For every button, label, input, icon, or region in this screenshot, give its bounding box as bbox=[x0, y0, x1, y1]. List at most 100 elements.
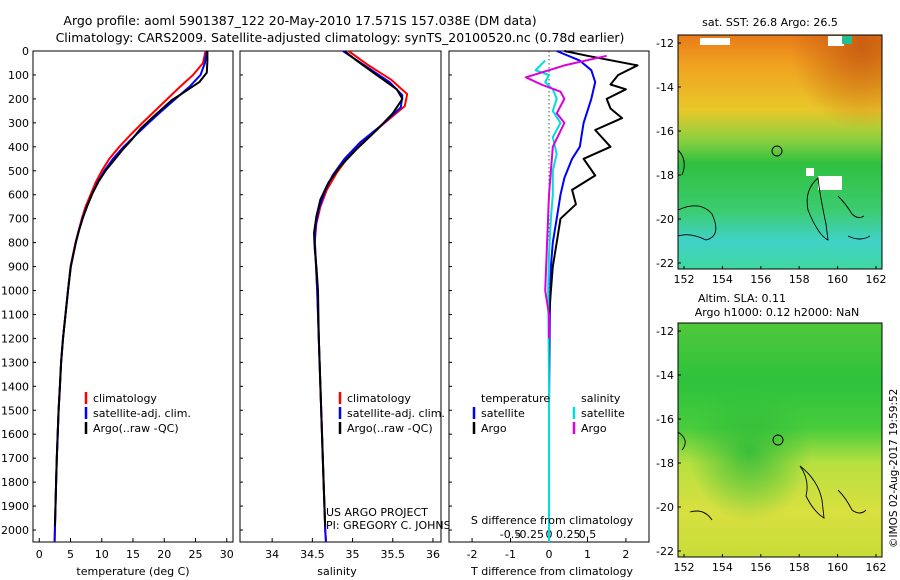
sla-low-patch bbox=[678, 323, 882, 557]
temperature-panel: 0100200300400500600700800900100011001200… bbox=[1, 45, 234, 578]
salinity-difference-label: S difference from climatology bbox=[471, 514, 634, 527]
legend-temperature-heading: temperature bbox=[481, 392, 550, 405]
x-tick-label: 34 bbox=[265, 548, 279, 561]
missing-data-patch bbox=[806, 168, 814, 176]
sst-map-panel: sat. SST: 26.8 Argo: 26.5 152 154 156 158 16… bbox=[656, 16, 886, 286]
lon-tick-label: 162 bbox=[866, 561, 887, 574]
salinity-x-axis: 34 34.5 35 35.5 36 bbox=[265, 538, 440, 561]
legend-sal-argo-label: Argo bbox=[581, 422, 607, 435]
argo-line bbox=[313, 50, 404, 527]
lat-tick-label: -18 bbox=[656, 169, 674, 182]
sla-map-axes: 152 154 156 158 160 162 -12 -14 -16 -18 -20 -22 bbox=[656, 325, 886, 574]
argo-line bbox=[53, 51, 209, 527]
salinity-panel: 34 34.5 35 35.5 36 salinity climatology sate… bbox=[239, 50, 467, 578]
legend-satellite-label: satellite-adj. clim. bbox=[93, 407, 191, 420]
lon-tick-label: 154 bbox=[712, 273, 733, 286]
depth-tick-label: 2000 bbox=[1, 524, 29, 537]
header-title-line2: Climatology: CARS2009. Satellite-adjuste… bbox=[56, 30, 625, 45]
s-tick-label: 0.5 bbox=[579, 528, 597, 541]
depth-tick-label: 500 bbox=[8, 165, 29, 178]
temperature-axes-frame bbox=[32, 50, 234, 543]
lon-tick-label: 152 bbox=[674, 561, 695, 574]
x-tick-label: 34.5 bbox=[300, 548, 325, 561]
depth-tick-label: 1600 bbox=[1, 428, 29, 441]
depth-tick-label: 1100 bbox=[1, 308, 29, 321]
depth-tick-label: 1900 bbox=[1, 500, 29, 513]
depth-tick-label: 1800 bbox=[1, 476, 29, 489]
temperature-x-axis: 0 5 10 15 20 25 30 bbox=[36, 538, 234, 561]
s-tick-label: -0.25 bbox=[516, 528, 544, 541]
salinity-xlabel: salinity bbox=[317, 565, 357, 578]
lat-tick-label: -16 bbox=[656, 125, 674, 138]
sla-map-title-line1: Altim. SLA: 0.11 bbox=[698, 292, 786, 305]
cool-data-patch bbox=[842, 36, 852, 44]
lon-tick-label: 160 bbox=[827, 273, 848, 286]
depth-tick-label: 300 bbox=[8, 117, 29, 130]
x-tick-label: -1 bbox=[505, 548, 516, 561]
legend-climatology-label: climatology bbox=[347, 392, 411, 405]
x-tick-label: 2 bbox=[622, 548, 629, 561]
lon-tick-label: 158 bbox=[789, 561, 810, 574]
lon-tick-label: 160 bbox=[827, 561, 848, 574]
lon-tick-label: 152 bbox=[674, 273, 695, 286]
depth-tick-label: 1400 bbox=[1, 380, 29, 393]
difference-y-ticks bbox=[449, 50, 452, 531]
sst-contours bbox=[677, 149, 871, 241]
legend-sal-satellite-label: satellite bbox=[581, 407, 625, 420]
temperature-xlabel: temperature (deg C) bbox=[76, 565, 189, 578]
missing-data-patch bbox=[818, 176, 842, 190]
depth-tick-label: 1200 bbox=[1, 332, 29, 345]
sst-map-frame bbox=[677, 34, 883, 270]
lat-tick-label: -16 bbox=[656, 413, 674, 426]
x-tick-label: -2 bbox=[467, 548, 478, 561]
salinity-series bbox=[313, 50, 409, 543]
imos-timestamp: ©IMOS 02-Aug-2017 19:59:52 bbox=[888, 389, 900, 548]
salinity-legend: climatology satellite-adj. clim. Argo(..… bbox=[338, 392, 445, 435]
depth-tick-label: 200 bbox=[8, 93, 29, 106]
x-tick-label: 35.5 bbox=[381, 548, 406, 561]
sla-map-frame bbox=[677, 322, 883, 558]
depth-tick-label: 800 bbox=[8, 237, 29, 250]
sst-map-axes: 152 154 156 158 160 162 -12 -14 -16 -18 -20 -22 bbox=[656, 37, 886, 286]
difference-legend: temperature satellite Argo salinity sate… bbox=[472, 392, 625, 435]
sst-warm-patch bbox=[678, 35, 882, 269]
s-tick-label: 0.25 bbox=[556, 528, 581, 541]
sla-contours bbox=[677, 431, 867, 521]
sst-map-title: sat. SST: 26.8 Argo: 26.5 bbox=[702, 16, 838, 29]
sla-map-title-line2: Argo h1000: 0.12 h2000: NaN bbox=[695, 306, 860, 319]
lat-tick-label: -22 bbox=[656, 545, 674, 558]
salinity-satellite-line bbox=[534, 59, 562, 542]
x-tick-label: 20 bbox=[157, 548, 171, 561]
temperature-argo-line bbox=[548, 50, 639, 530]
lon-tick-label: 156 bbox=[750, 561, 771, 574]
lat-tick-label: -14 bbox=[656, 81, 674, 94]
depth-tick-label: 1300 bbox=[1, 356, 29, 369]
temperature-legend: climatology satellite-adj. clim. Argo(..… bbox=[84, 392, 191, 435]
lon-tick-label: 156 bbox=[750, 273, 771, 286]
x-tick-label: 10 bbox=[95, 548, 109, 561]
temperature-difference-label: T difference from climatology bbox=[470, 565, 633, 578]
depth-axis: 0 100 200 300 400 500 600 700 800 900 1000 1100 1200… bbox=[1, 45, 36, 537]
header-title-line1: Argo profile: aoml 5901387_122 20-May-20… bbox=[63, 13, 536, 28]
x-tick-label: 36 bbox=[426, 548, 440, 561]
depth-tick-label: 100 bbox=[8, 69, 29, 82]
lon-tick-label: 154 bbox=[712, 561, 733, 574]
x-tick-label: 15 bbox=[126, 548, 140, 561]
legend-temp-argo-label: Argo bbox=[481, 422, 507, 435]
salinity-argo-line bbox=[524, 54, 607, 339]
x-tick-label: 1 bbox=[584, 548, 591, 561]
depth-tick-label: 600 bbox=[8, 189, 29, 202]
s-tick-label: -0.5 bbox=[500, 528, 521, 541]
depth-tick-label: 1700 bbox=[1, 452, 29, 465]
legend-argo-label: Argo(..raw -QC) bbox=[93, 422, 179, 435]
sla-map-panel: Altim. SLA: 0.11 Argo h1000: 0.12 h2000:… bbox=[656, 292, 886, 574]
lon-tick-label: 162 bbox=[866, 273, 887, 286]
lat-tick-label: -20 bbox=[656, 501, 674, 514]
lat-tick-label: -20 bbox=[656, 213, 674, 226]
depth-tick-label: 0 bbox=[22, 45, 29, 58]
x-tick-label: 35 bbox=[346, 548, 360, 561]
argo-float-location-marker bbox=[772, 434, 784, 446]
lon-tick-label: 158 bbox=[789, 273, 810, 286]
lat-tick-label: -18 bbox=[656, 457, 674, 470]
